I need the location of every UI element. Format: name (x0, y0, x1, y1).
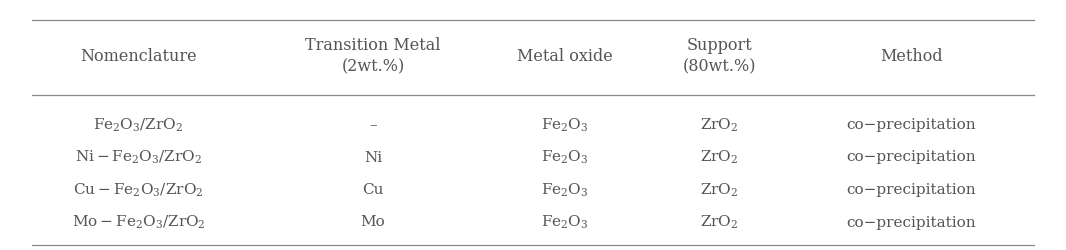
Text: Metal oxide: Metal oxide (517, 48, 613, 65)
Text: co−precipitation: co−precipitation (846, 183, 976, 197)
Text: $\mathregular{Ni-Fe_2O_3/ZrO_2}$: $\mathregular{Ni-Fe_2O_3/ZrO_2}$ (75, 149, 203, 166)
Text: $\mathregular{Fe_2O_3}$: $\mathregular{Fe_2O_3}$ (542, 116, 588, 134)
Text: co−precipitation: co−precipitation (846, 150, 976, 164)
Text: $\mathregular{Fe_2O_3}$: $\mathregular{Fe_2O_3}$ (542, 181, 588, 199)
Text: $\mathregular{Fe_2O_3}$: $\mathregular{Fe_2O_3}$ (542, 214, 588, 231)
Text: $\mathregular{Mo-Fe_2O_3/ZrO_2}$: $\mathregular{Mo-Fe_2O_3/ZrO_2}$ (71, 214, 206, 231)
Text: Mo: Mo (360, 216, 386, 230)
Text: $\mathregular{ZrO_2}$: $\mathregular{ZrO_2}$ (700, 181, 739, 199)
Text: Ni: Ni (364, 150, 383, 164)
Text: Cu: Cu (362, 183, 384, 197)
Text: $\mathregular{Fe_2O_3/ZrO_2}$: $\mathregular{Fe_2O_3/ZrO_2}$ (94, 116, 183, 134)
Text: Transition Metal
(2wt.%): Transition Metal (2wt.%) (305, 37, 441, 75)
Text: $\mathregular{Fe_2O_3}$: $\mathregular{Fe_2O_3}$ (542, 149, 588, 166)
Text: Nomenclature: Nomenclature (80, 48, 197, 65)
Text: Support
(80wt.%): Support (80wt.%) (683, 37, 756, 75)
Text: $\mathregular{Cu-Fe_2O_3/ZrO_2}$: $\mathregular{Cu-Fe_2O_3/ZrO_2}$ (74, 181, 204, 199)
Text: $\mathregular{ZrO_2}$: $\mathregular{ZrO_2}$ (700, 214, 739, 231)
Text: $\mathregular{ZrO_2}$: $\mathregular{ZrO_2}$ (700, 116, 739, 134)
Text: co−precipitation: co−precipitation (846, 216, 976, 230)
Text: co−precipitation: co−precipitation (846, 118, 976, 132)
Text: –: – (369, 118, 377, 132)
Text: $\mathregular{ZrO_2}$: $\mathregular{ZrO_2}$ (700, 149, 739, 166)
Text: Method: Method (881, 48, 942, 65)
